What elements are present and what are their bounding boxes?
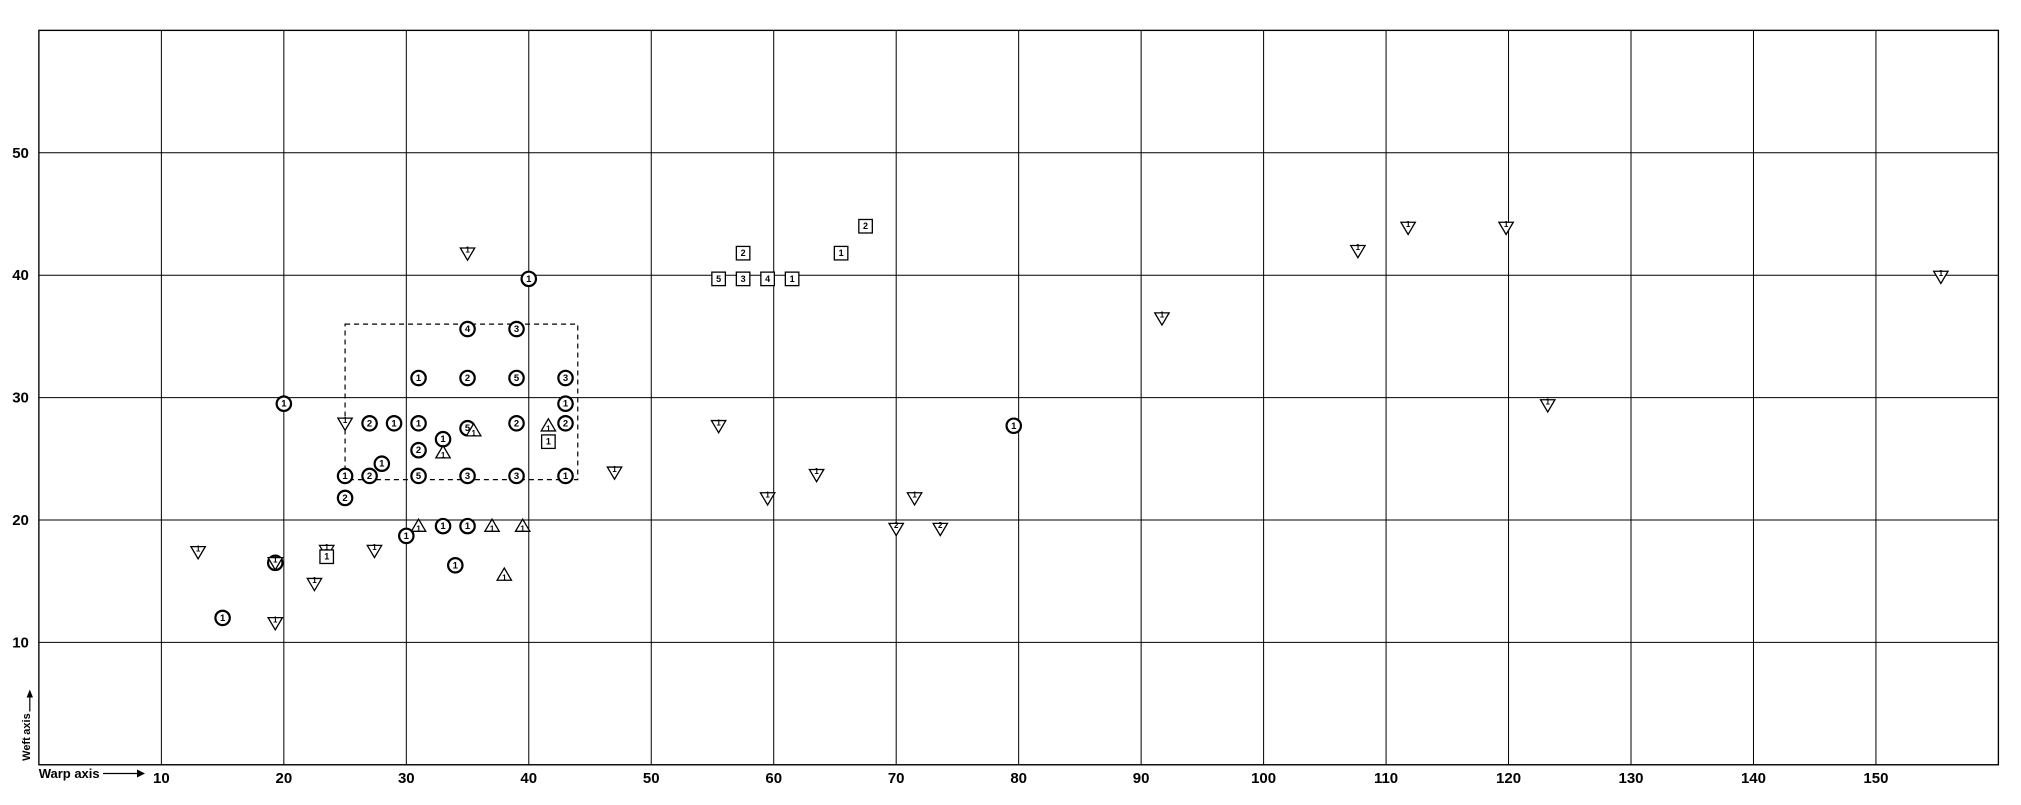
svg-text:1: 1 [1011,421,1017,432]
svg-text:40: 40 [12,267,29,284]
svg-text:2: 2 [563,418,568,429]
svg-text:50: 50 [643,770,660,787]
svg-text:3: 3 [563,373,568,384]
svg-text:1: 1 [391,418,397,429]
svg-text:5: 5 [416,471,422,482]
svg-text:1: 1 [765,490,770,499]
svg-text:30: 30 [398,770,415,787]
svg-text:1: 1 [441,451,446,460]
svg-text:1: 1 [612,465,617,474]
svg-text:3: 3 [514,324,519,335]
svg-text:1: 1 [379,459,385,470]
svg-text:1: 1 [563,471,569,482]
svg-text:1: 1 [312,576,317,585]
svg-text:1: 1 [1406,220,1411,229]
svg-text:1: 1 [324,552,329,562]
svg-text:1: 1 [440,434,446,445]
svg-text:Weft: Weft [21,737,33,761]
svg-text:1: 1 [1356,243,1361,252]
svg-text:90: 90 [1133,770,1150,787]
svg-text:1: 1 [839,248,844,258]
svg-text:Warp axis: Warp axis [39,766,100,781]
svg-text:80: 80 [1010,770,1027,787]
svg-text:1: 1 [465,246,470,255]
svg-text:1: 1 [1939,269,1944,278]
svg-text:100: 100 [1251,770,1276,787]
svg-text:30: 30 [12,390,29,407]
svg-text:10: 10 [153,770,170,787]
svg-text:1: 1 [1160,311,1165,320]
svg-text:1: 1 [404,531,410,542]
svg-text:20: 20 [275,770,292,787]
svg-text:4: 4 [765,274,770,284]
svg-text:1: 1 [1504,220,1509,229]
svg-text:1: 1 [220,613,226,624]
svg-text:2: 2 [367,418,372,429]
svg-text:1: 1 [790,274,795,284]
svg-text:50: 50 [12,145,29,162]
svg-text:1: 1 [465,521,471,532]
svg-text:2: 2 [465,373,470,384]
svg-text:1: 1 [526,274,532,285]
svg-text:1: 1 [416,373,422,384]
svg-text:40: 40 [520,770,537,787]
svg-text:2: 2 [416,445,421,456]
svg-text:5: 5 [514,373,520,384]
svg-text:1: 1 [546,424,551,433]
svg-text:3: 3 [514,471,519,482]
svg-text:2: 2 [741,248,746,258]
svg-text:1: 1 [502,574,507,583]
svg-text:110: 110 [1374,770,1398,787]
svg-text:130: 130 [1618,770,1643,787]
svg-text:1: 1 [814,467,819,476]
svg-text:1: 1 [281,399,287,410]
svg-text:1: 1 [453,560,459,571]
svg-text:2: 2 [863,221,868,231]
svg-text:1: 1 [912,490,917,499]
svg-text:5: 5 [716,274,721,284]
svg-text:1: 1 [273,615,278,624]
svg-text:1: 1 [716,418,721,427]
svg-text:70: 70 [888,770,905,787]
svg-text:2: 2 [342,493,347,504]
svg-text:1: 1 [490,525,495,534]
svg-text:1: 1 [1546,397,1551,406]
svg-text:140: 140 [1741,770,1766,787]
svg-text:1: 1 [343,416,348,425]
svg-text:1: 1 [520,525,525,534]
svg-text:20: 20 [12,512,29,529]
svg-text:1: 1 [440,521,446,532]
svg-text:150: 150 [1863,770,1888,787]
svg-text:120: 120 [1496,770,1521,787]
svg-text:10: 10 [12,634,29,651]
svg-text:1: 1 [273,555,278,564]
svg-text:1: 1 [196,544,201,553]
svg-text:1: 1 [563,399,569,410]
svg-text:2: 2 [894,521,899,530]
svg-text:1: 1 [416,525,421,534]
svg-text:3: 3 [465,471,470,482]
svg-text:4: 4 [465,324,471,335]
svg-text:axis: axis [21,713,33,734]
svg-text:2: 2 [938,521,943,530]
svg-text:1: 1 [416,418,422,429]
svg-text:60: 60 [765,770,782,787]
svg-text:1: 1 [471,429,476,438]
svg-text:1: 1 [546,437,551,447]
svg-text:2: 2 [367,471,372,482]
svg-text:1: 1 [372,543,377,552]
svg-text:3: 3 [741,274,746,284]
svg-text:2: 2 [514,418,519,429]
svg-text:1: 1 [342,471,348,482]
